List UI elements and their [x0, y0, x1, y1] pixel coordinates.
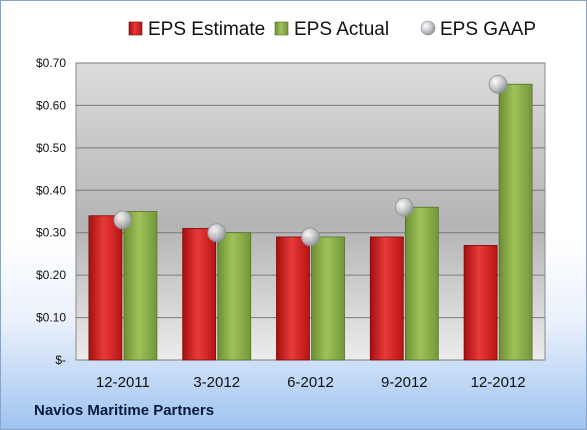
bar-eps-actual	[404, 206, 439, 361]
y-axis: $- $0.10 $0.20 $0.30 $0.40 $0.50 $0.60 $0.70	[36, 56, 66, 367]
y-tick-label: $0.30	[36, 226, 66, 240]
marker-eps-gaap	[488, 74, 508, 94]
legend-label: EPS GAAP	[440, 19, 536, 40]
legend-item-eps-estimate: EPS Estimate	[128, 19, 265, 40]
y-tick-label: $0.10	[36, 311, 66, 325]
bar-eps-actual	[498, 83, 533, 361]
x-tick-label: 12-2012	[471, 374, 526, 391]
legend-swatch	[274, 21, 289, 36]
y-tick-label: $0.20	[36, 268, 66, 282]
y-tick-label: $-	[55, 353, 66, 367]
legend-item-eps-actual: EPS Actual	[274, 19, 389, 40]
bar-eps-actual	[311, 236, 345, 361]
bar-eps-estimate	[88, 215, 123, 361]
bar-eps-estimate	[369, 236, 404, 361]
x-tick-label: 12-2011	[96, 374, 150, 391]
company-name: Navios Maritime Partners	[34, 402, 215, 419]
y-tick-label: $0.50	[36, 141, 66, 155]
bar-eps-actual	[217, 232, 252, 361]
x-tick-label: 6-2012	[287, 374, 334, 391]
bar-eps-estimate	[463, 245, 498, 361]
x-tick-label: 9-2012	[381, 374, 428, 391]
marker-eps-gaap	[207, 223, 227, 243]
marker-eps-gaap	[301, 227, 320, 247]
bar-eps-estimate	[276, 236, 310, 361]
bar-eps-actual	[123, 211, 158, 361]
bars	[88, 83, 533, 361]
legend-label: EPS Estimate	[148, 19, 265, 40]
y-tick-label: $0.40	[36, 183, 66, 197]
legend-swatch	[128, 21, 143, 36]
x-tick-label: 3-2012	[193, 374, 240, 391]
legend: EPS Estimate EPS Actual EPS GAAP	[128, 19, 536, 40]
legend-label: EPS Actual	[294, 19, 389, 40]
marker-eps-gaap	[394, 197, 414, 217]
y-tick-label: $0.60	[36, 98, 66, 112]
bar-eps-estimate	[182, 228, 217, 361]
legend-swatch	[420, 20, 436, 36]
x-axis: 12-2011 3-2012 6-2012 9-2012 12-2012	[96, 374, 526, 391]
gaap-markers	[113, 74, 508, 247]
y-tick-label: $0.70	[36, 56, 66, 70]
legend-item-eps-gaap: EPS GAAP	[420, 19, 536, 40]
marker-eps-gaap	[113, 210, 133, 230]
